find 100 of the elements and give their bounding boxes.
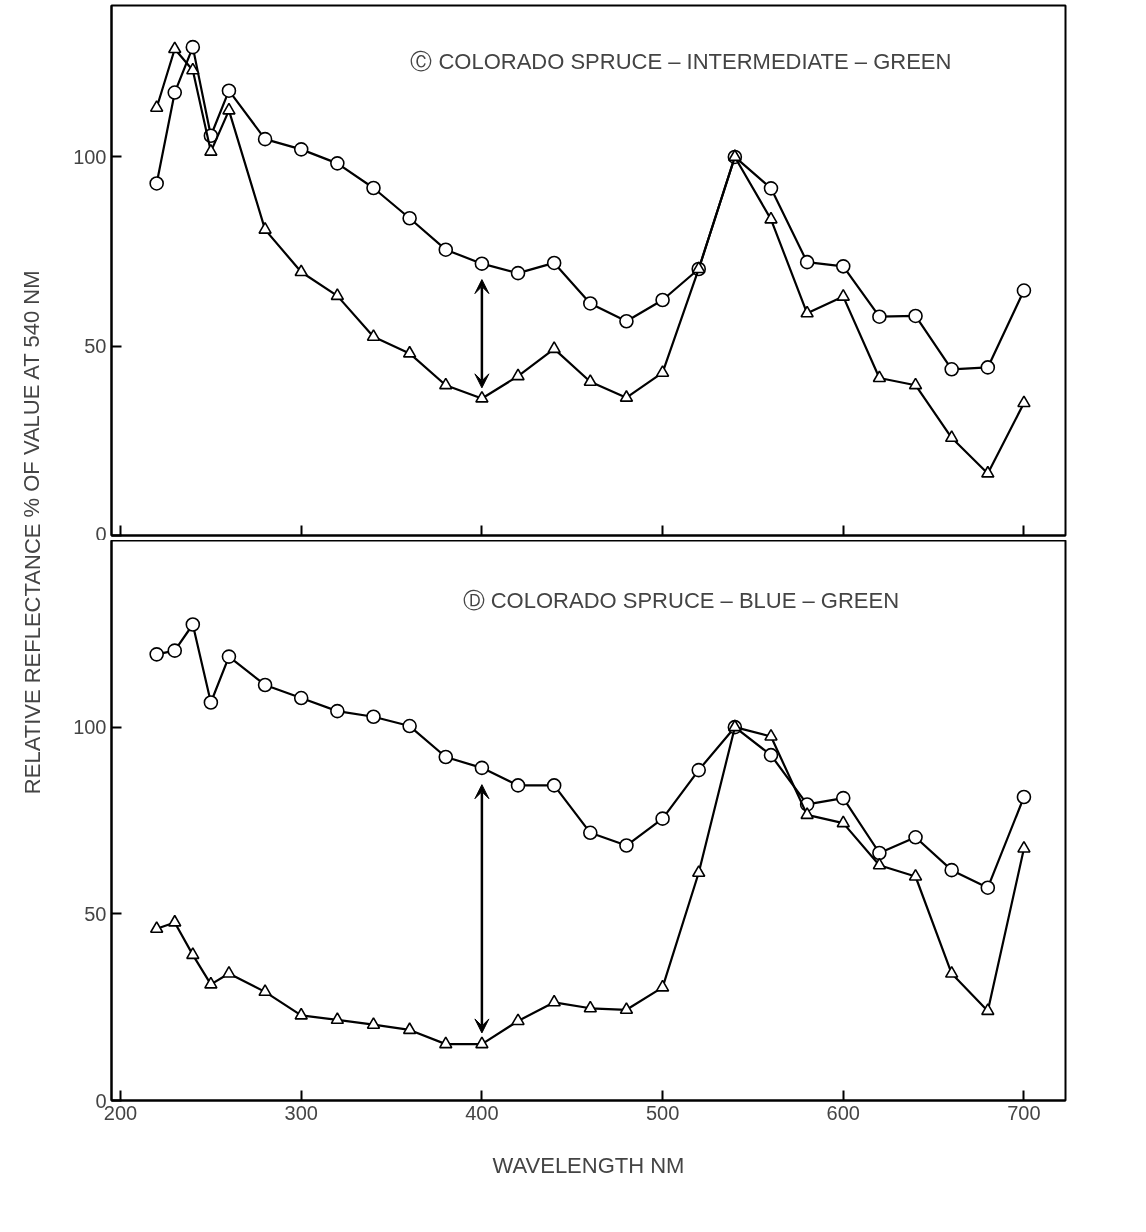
- point: [167, 643, 183, 658]
- point: [167, 914, 182, 927]
- point: [149, 176, 164, 191]
- y-axis-title: RELATIVE REFLECTANCE % OF VALUE AT 540 NM: [19, 270, 45, 795]
- y-tick-label: 100: [73, 145, 107, 168]
- point: [619, 389, 634, 402]
- point: [475, 1036, 489, 1049]
- point: [475, 390, 489, 403]
- point: [294, 1007, 309, 1020]
- point: [257, 677, 273, 693]
- point: [167, 85, 183, 100]
- point: [510, 265, 526, 281]
- point: [438, 242, 454, 257]
- point: [836, 815, 851, 828]
- y-tick-label: 100: [73, 716, 107, 739]
- point: [944, 965, 959, 978]
- point: [546, 255, 562, 271]
- point: [980, 360, 996, 375]
- point: [366, 329, 381, 342]
- point: [330, 288, 345, 301]
- point: [908, 377, 923, 390]
- point: [1017, 395, 1031, 408]
- point: [293, 142, 309, 157]
- point: [1016, 789, 1032, 805]
- point: [764, 728, 778, 741]
- point: [1017, 840, 1031, 853]
- point: [872, 845, 887, 861]
- point: [474, 256, 490, 271]
- point: [438, 749, 454, 765]
- point: [980, 880, 996, 895]
- point: [293, 690, 309, 706]
- point: [908, 308, 923, 324]
- point: [185, 39, 201, 55]
- point: [366, 709, 381, 724]
- point: [438, 1036, 453, 1049]
- x-tick-label: 400: [465, 1101, 499, 1124]
- point: [619, 313, 634, 329]
- point: [1016, 283, 1032, 298]
- point: [402, 1022, 417, 1035]
- x-tick-label: 300: [284, 1101, 318, 1124]
- x-tick-label: 500: [645, 1101, 680, 1124]
- x-tick-label: 700: [1007, 1101, 1041, 1124]
- point: [204, 143, 218, 156]
- point: [402, 210, 417, 226]
- point: [149, 921, 164, 934]
- point: [167, 41, 182, 54]
- point: [583, 296, 598, 311]
- point: [330, 156, 345, 171]
- point: [655, 292, 670, 308]
- point: [655, 811, 670, 826]
- point: [908, 830, 923, 845]
- point: [944, 430, 959, 443]
- point: [908, 868, 923, 881]
- point: [835, 790, 851, 806]
- point: [800, 807, 814, 820]
- y-tick-label: 0: [95, 522, 107, 545]
- text: Ⓒ COLORADO SPRUCE – INTERMEDIATE – GREEN: [410, 49, 952, 75]
- point: [221, 83, 237, 98]
- point: [186, 62, 200, 75]
- point: [547, 341, 561, 354]
- y-tick-label: 50: [84, 902, 107, 925]
- point: [583, 825, 598, 841]
- point: [330, 1012, 345, 1025]
- point: [258, 984, 272, 997]
- point: [185, 617, 201, 632]
- point: [221, 649, 237, 664]
- point: [546, 778, 562, 793]
- point: [222, 102, 236, 115]
- point: [944, 362, 959, 377]
- point: [474, 760, 490, 776]
- point: [366, 1016, 381, 1029]
- point: [257, 131, 273, 147]
- point: [583, 1000, 598, 1013]
- point: [981, 465, 995, 478]
- point: [800, 305, 814, 318]
- point: [402, 718, 417, 734]
- x-axis-title: WAVELENGTH NM: [492, 1152, 685, 1178]
- point: [203, 695, 219, 710]
- point: [547, 994, 561, 1007]
- point: [511, 368, 525, 381]
- point: [763, 747, 779, 763]
- point: [655, 979, 670, 992]
- point: [691, 762, 707, 778]
- point: [836, 288, 851, 301]
- point: [872, 370, 887, 383]
- point: [510, 778, 526, 793]
- point: [944, 862, 959, 878]
- point: [872, 857, 887, 870]
- point: [799, 254, 815, 270]
- point: [835, 259, 851, 274]
- point: [402, 345, 417, 358]
- text: Ⓓ COLORADO SPRUCE – BLUE – GREEN: [462, 588, 900, 614]
- point: [258, 221, 272, 234]
- point: [222, 965, 236, 978]
- point: [511, 1013, 525, 1026]
- point: [149, 647, 164, 662]
- point: [294, 264, 309, 277]
- y-tick-label: 50: [84, 335, 107, 358]
- point: [438, 377, 453, 390]
- point: [149, 99, 164, 112]
